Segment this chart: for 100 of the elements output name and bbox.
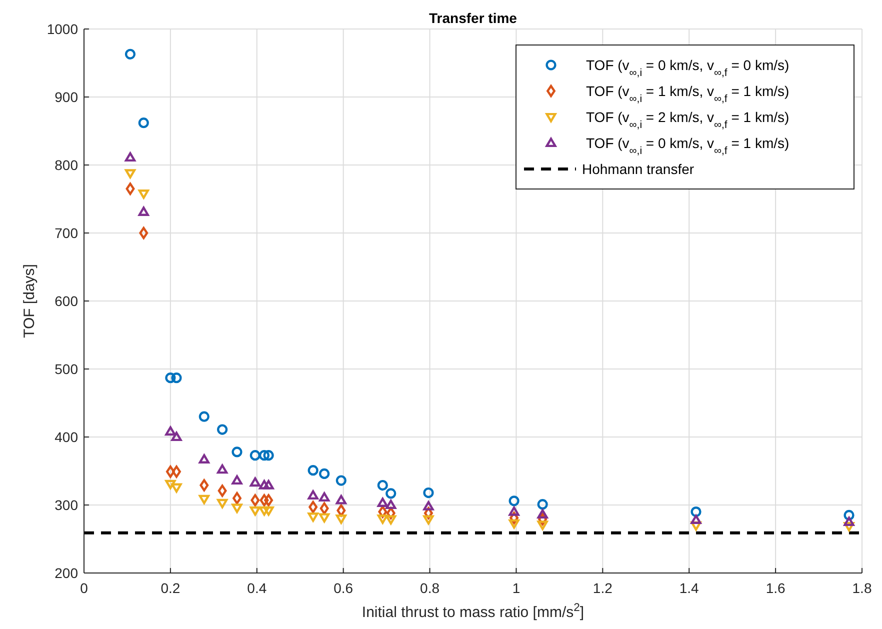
point [258,480,270,490]
point [232,504,242,514]
point [844,522,854,532]
x-tick-label: 0 [80,580,88,596]
point [263,480,274,490]
y-tick-label: 1000 [46,20,78,37]
point [423,501,434,510]
point [198,411,210,422]
point [263,506,274,516]
point [171,372,182,384]
point [218,484,227,497]
point [319,492,330,502]
y-axis-title: TOF [days] [21,264,38,338]
point [171,432,182,442]
point [232,446,242,458]
point [386,507,396,520]
point [165,480,176,490]
point [124,169,136,178]
point [336,494,346,504]
point [138,118,149,128]
point [232,492,242,504]
point [200,479,209,492]
point [138,206,149,216]
legend-label: TOF (v$_{∞,i}$ = 0 km/s, v$_{∞,f}$ = 1 km/s) [586,135,790,157]
point [336,504,346,517]
point [508,496,520,506]
point [378,506,388,518]
y-tick-label: 500 [54,360,78,377]
legend-label: TOF (v$_{∞,i}$ = 1 km/s, v$_{∞,f}$ = 1 km/s) [586,83,790,105]
point [319,468,330,480]
point [172,466,181,478]
point [198,454,210,464]
point [537,499,548,510]
point [171,483,182,493]
point [508,519,520,529]
point [258,506,270,516]
point [139,226,148,240]
point [166,466,175,478]
x-tick-label: 1.2 [592,580,613,596]
point [198,494,210,504]
point [250,494,260,506]
point [377,514,388,524]
point [319,513,330,523]
x-tick-label: 1.4 [679,580,700,596]
point [537,520,548,530]
x-tick-label: 1 [512,580,520,596]
point [217,464,228,474]
point [377,498,388,507]
x-tick-label: 0.4 [247,580,267,596]
point [217,424,228,435]
y-tick-label: 200 [54,564,78,581]
point [260,494,269,506]
point [690,521,702,531]
legend-label: Hohmann transfer [582,161,694,177]
point [126,182,135,195]
point [308,512,318,522]
point [217,498,228,508]
point [138,190,149,199]
point [232,475,242,485]
point [386,500,396,510]
legend-label: TOF (v$_{∞,i}$ = 0 km/s, v$_{∞,f}$ = 0 km/s) [586,57,790,79]
point [423,487,434,498]
point [165,372,176,384]
point [250,450,260,461]
x-tick-label: 0.2 [160,580,180,596]
point [690,514,702,524]
x-tick-label: 1.6 [766,580,786,596]
x-tick-label: 0.8 [420,580,440,596]
point [424,507,433,520]
y-tick-label: 700 [54,224,78,241]
y-tick-label: 600 [54,292,78,309]
point [320,502,329,515]
chart-title: Transfer time [429,10,518,26]
point [537,509,548,519]
point [538,513,548,526]
y-tick-label: 400 [54,428,78,445]
point [264,494,274,506]
point [165,426,176,436]
legend-label: TOF (v$_{∞,i}$ = 2 km/s, v$_{∞,f}$ = 1 km/s) [586,109,790,131]
y-tick-label: 300 [54,496,78,513]
point [308,500,318,514]
point [508,506,520,516]
point [336,475,346,486]
point [124,152,136,162]
point [258,450,270,461]
x-tick-label: 0.6 [334,580,354,596]
y-tick-label: 900 [54,88,78,105]
point [844,516,854,526]
point [386,488,396,499]
point [844,510,854,520]
point [423,515,434,525]
point [250,506,260,516]
point [124,48,136,60]
point [386,515,396,525]
y-tick-label: 800 [54,156,78,173]
x-tick-label: 1.8 [852,580,872,596]
point [336,514,346,524]
point [377,480,388,491]
point [308,465,318,476]
point [510,512,519,524]
